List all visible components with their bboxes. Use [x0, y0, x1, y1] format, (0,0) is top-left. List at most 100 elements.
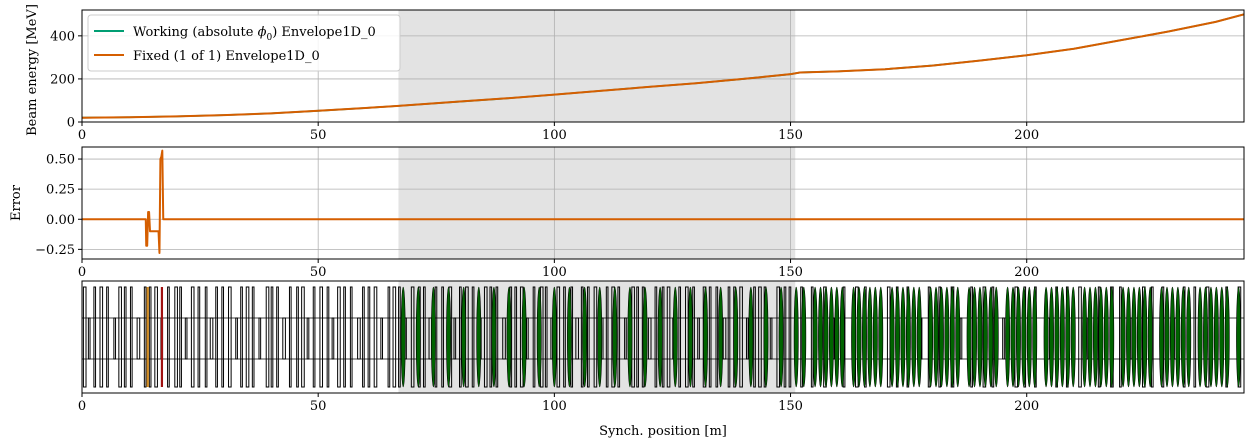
- lattice-element: [605, 286, 609, 388]
- y-tick-label: 200: [50, 72, 75, 87]
- lattice-element: [337, 286, 341, 388]
- cavity-element: [763, 286, 769, 388]
- cavity-element: [1186, 286, 1192, 388]
- lattice-element: [441, 286, 444, 388]
- cavity-element: [672, 286, 678, 388]
- structure-x-ticks: 0 50 100 150 200: [78, 393, 1039, 414]
- cavity-element: [1197, 286, 1203, 388]
- lattice-element: [123, 286, 127, 388]
- lattice-element: [99, 286, 104, 388]
- cavity-element: [928, 286, 934, 388]
- cavity-element: [1082, 286, 1088, 388]
- cavity-element: [911, 286, 917, 388]
- cavity-element: [1170, 286, 1175, 388]
- lattice-element: [154, 286, 158, 388]
- cavity-element: [982, 286, 988, 388]
- cavity-element: [1032, 286, 1038, 388]
- lattice-element: [93, 286, 97, 388]
- lattice-element: [143, 286, 147, 388]
- cavity-element: [1010, 286, 1016, 388]
- x-tick-label: 100: [542, 399, 567, 414]
- lattice-element: [362, 286, 365, 388]
- legend-fixed-label: Fixed (1 of 1) Envelope1D_0: [133, 49, 320, 64]
- lattice-element: [423, 286, 426, 388]
- cavity-element: [1059, 286, 1065, 388]
- cavity-element: [823, 286, 829, 388]
- energy-series-fixed: [82, 13, 1244, 119]
- cavity-element: [415, 286, 421, 388]
- cavity-element: [895, 286, 900, 388]
- lattice-element: [118, 286, 122, 388]
- cavity-element: [1147, 286, 1153, 388]
- y-tick-label: 0.50: [46, 153, 75, 168]
- lattice-element: [532, 286, 536, 388]
- cavity-element: [818, 286, 823, 388]
- cavity-element: [1164, 286, 1170, 388]
- cavity-element: [993, 286, 999, 388]
- lattice-element: [654, 286, 658, 388]
- energy-axes-frame: [81, 9, 1245, 123]
- cavity-element: [949, 286, 955, 388]
- cavity-element: [1219, 286, 1225, 388]
- lattice-element: [296, 286, 299, 388]
- structure-xlabel: Synch. position [m]: [599, 424, 727, 439]
- cavity-element: [834, 286, 840, 388]
- cavity-element: [872, 286, 878, 388]
- cavity-element: [1236, 286, 1241, 388]
- lattice-element: [753, 286, 756, 388]
- cavity-element: [733, 286, 739, 388]
- cavity-element: [972, 286, 977, 388]
- cavity-element: [1005, 286, 1011, 388]
- cavity-element: [431, 286, 436, 388]
- cavity-element: [801, 286, 807, 388]
- cavity-element: [1136, 286, 1142, 388]
- cavity-element: [642, 286, 648, 388]
- cavity-element: [988, 286, 994, 388]
- y-tick-label: 0.00: [46, 213, 75, 228]
- lattice-element: [593, 286, 598, 388]
- lattice-element: [544, 286, 548, 388]
- cavity-element: [856, 286, 862, 388]
- cavity-element: [1070, 286, 1076, 388]
- energy-x-ticks: 0 50 100 150 200: [78, 122, 1039, 143]
- lattice-element: [251, 286, 255, 388]
- cavity-element: [612, 286, 618, 388]
- energy-series: [82, 13, 1244, 119]
- lattice-element: [1078, 286, 1082, 388]
- cavity-element: [1065, 286, 1071, 388]
- lattice-element: [727, 286, 731, 388]
- lattice-element: [788, 286, 792, 388]
- cavity-element: [812, 286, 818, 388]
- lattice-element: [221, 286, 225, 388]
- lattice-element: [398, 286, 401, 388]
- y-tick-label: 400: [50, 29, 75, 44]
- cavity-element: [748, 286, 754, 388]
- y-tick-label: 0: [67, 116, 75, 131]
- cavity-element: [1016, 286, 1021, 388]
- y-tick-label: −0.25: [35, 243, 75, 258]
- cavity-element: [567, 286, 572, 388]
- lattice-element: [215, 286, 218, 388]
- cavity-element: [839, 286, 845, 388]
- cavity-element: [1203, 286, 1208, 388]
- lattice-element: [349, 286, 353, 388]
- cavity-element: [657, 286, 663, 388]
- cavity-element: [955, 286, 961, 388]
- x-tick-label: 50: [310, 265, 327, 280]
- lattice-element: [312, 286, 316, 388]
- cavity-element: [793, 286, 799, 388]
- energy-legend: Working (absolute ϕ0) Envelope1D_0 Fixed…: [87, 14, 401, 72]
- lattice-element: [459, 286, 462, 388]
- cavity-element: [551, 286, 557, 388]
- cavity-element: [1180, 286, 1186, 388]
- cavity-element: [828, 286, 834, 388]
- lattice-element: [204, 286, 208, 388]
- lattice-element: [367, 286, 371, 388]
- cavity-element: [944, 286, 950, 388]
- lattice-element: [373, 286, 378, 388]
- cavity-element: [1054, 286, 1060, 388]
- x-tick-label: 0: [78, 128, 86, 143]
- cavity-element: [1142, 286, 1148, 388]
- lattice-element: [678, 286, 682, 388]
- cavity-element: [1098, 286, 1104, 388]
